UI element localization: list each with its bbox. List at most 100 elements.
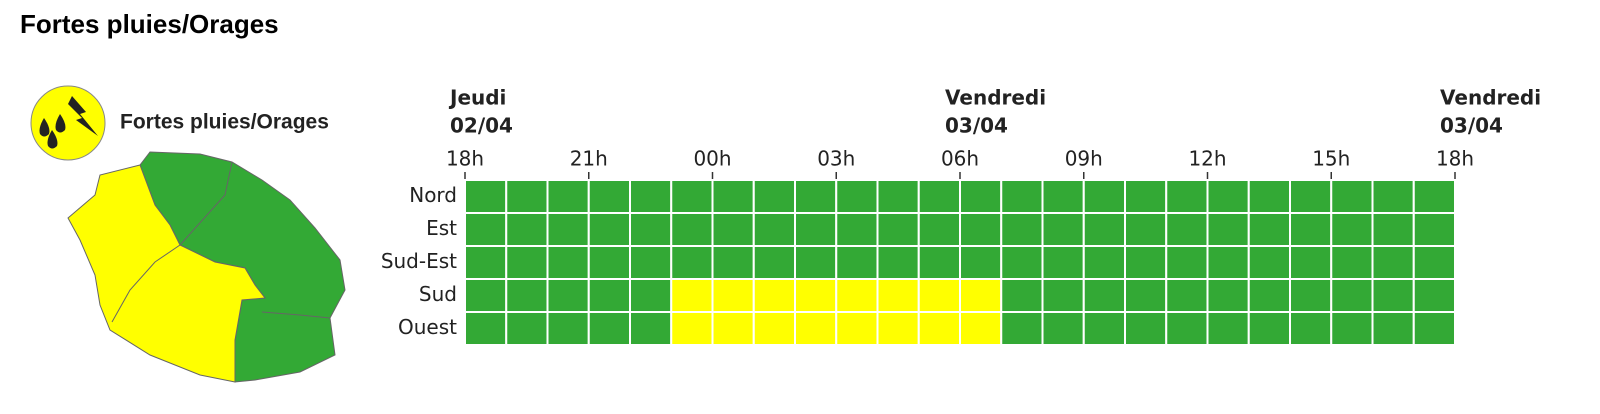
cell xyxy=(876,245,920,280)
cell xyxy=(587,179,631,214)
row-label: Est xyxy=(426,216,457,240)
cell xyxy=(1124,245,1168,280)
cell xyxy=(1371,311,1415,346)
cell xyxy=(1165,278,1209,313)
cell xyxy=(505,212,549,247)
cell xyxy=(794,245,838,280)
cell xyxy=(587,311,631,346)
cell xyxy=(1124,278,1168,313)
cell xyxy=(1206,311,1250,346)
day-name: Vendredi xyxy=(1440,86,1541,110)
cell xyxy=(464,212,508,247)
cell xyxy=(959,278,1003,313)
cell xyxy=(1412,179,1456,214)
cell xyxy=(670,212,714,247)
row-label: Sud xyxy=(419,282,457,306)
cell xyxy=(1412,212,1456,247)
cell xyxy=(1330,179,1374,214)
cell xyxy=(1289,278,1333,313)
cell xyxy=(1412,311,1456,346)
cell xyxy=(1041,278,1085,313)
cell xyxy=(1371,179,1415,214)
warning-icon xyxy=(30,85,106,161)
cell xyxy=(1165,245,1209,280)
row-label: Nord xyxy=(409,183,457,207)
cell xyxy=(752,245,796,280)
cell xyxy=(959,311,1003,346)
cell xyxy=(464,278,508,313)
hour-label: 18h xyxy=(1436,147,1474,171)
cell xyxy=(1330,212,1374,247)
cell xyxy=(794,278,838,313)
cell xyxy=(1247,179,1291,214)
cell xyxy=(1289,245,1333,280)
cell xyxy=(546,245,590,280)
cell xyxy=(752,278,796,313)
cell xyxy=(1289,212,1333,247)
cell xyxy=(1082,212,1126,247)
cell xyxy=(1412,245,1456,280)
cell xyxy=(835,212,879,247)
hour-label: 06h xyxy=(941,147,979,171)
day-date: 03/04 xyxy=(1440,114,1503,138)
cell xyxy=(1000,311,1044,346)
cell xyxy=(1000,179,1044,214)
cell xyxy=(876,179,920,214)
cell xyxy=(546,311,590,346)
cell xyxy=(1165,311,1209,346)
cell xyxy=(1330,245,1374,280)
cell xyxy=(1371,212,1415,247)
cell xyxy=(1330,311,1374,346)
cell xyxy=(876,278,920,313)
cell xyxy=(587,212,631,247)
cell xyxy=(1206,245,1250,280)
cell xyxy=(835,311,879,346)
hour-label: 21h xyxy=(570,147,608,171)
cell xyxy=(1330,278,1374,313)
map xyxy=(67,151,346,383)
cell xyxy=(505,278,549,313)
cell xyxy=(917,212,961,247)
cell xyxy=(794,179,838,214)
cell xyxy=(711,212,755,247)
cell xyxy=(670,179,714,214)
hour-label: 15h xyxy=(1312,147,1350,171)
cell xyxy=(959,212,1003,247)
cell xyxy=(917,245,961,280)
cell xyxy=(464,179,508,214)
cell xyxy=(1041,212,1085,247)
cell xyxy=(1124,311,1168,346)
cell xyxy=(752,212,796,247)
cell xyxy=(505,311,549,346)
cell xyxy=(1041,245,1085,280)
cell xyxy=(1206,278,1250,313)
cell xyxy=(1082,311,1126,346)
cell xyxy=(505,179,549,214)
cell xyxy=(752,179,796,214)
cell xyxy=(752,311,796,346)
cell xyxy=(711,179,755,214)
cell xyxy=(794,311,838,346)
cell xyxy=(1000,245,1044,280)
row-label: Ouest xyxy=(398,315,457,339)
cell xyxy=(1082,278,1126,313)
cell xyxy=(1289,179,1333,214)
cell xyxy=(1371,245,1415,280)
cell xyxy=(1000,212,1044,247)
cell xyxy=(587,245,631,280)
hour-label: 00h xyxy=(693,147,731,171)
hour-label: 18h xyxy=(446,147,484,171)
cell xyxy=(794,212,838,247)
cell xyxy=(917,278,961,313)
cell xyxy=(1247,311,1291,346)
cell xyxy=(670,311,714,346)
cell xyxy=(546,278,590,313)
day-date: 02/04 xyxy=(450,114,513,138)
cell xyxy=(1289,311,1333,346)
cell xyxy=(876,212,920,247)
cell xyxy=(835,245,879,280)
cell xyxy=(1041,311,1085,346)
cell xyxy=(629,212,673,247)
cell xyxy=(464,245,508,280)
